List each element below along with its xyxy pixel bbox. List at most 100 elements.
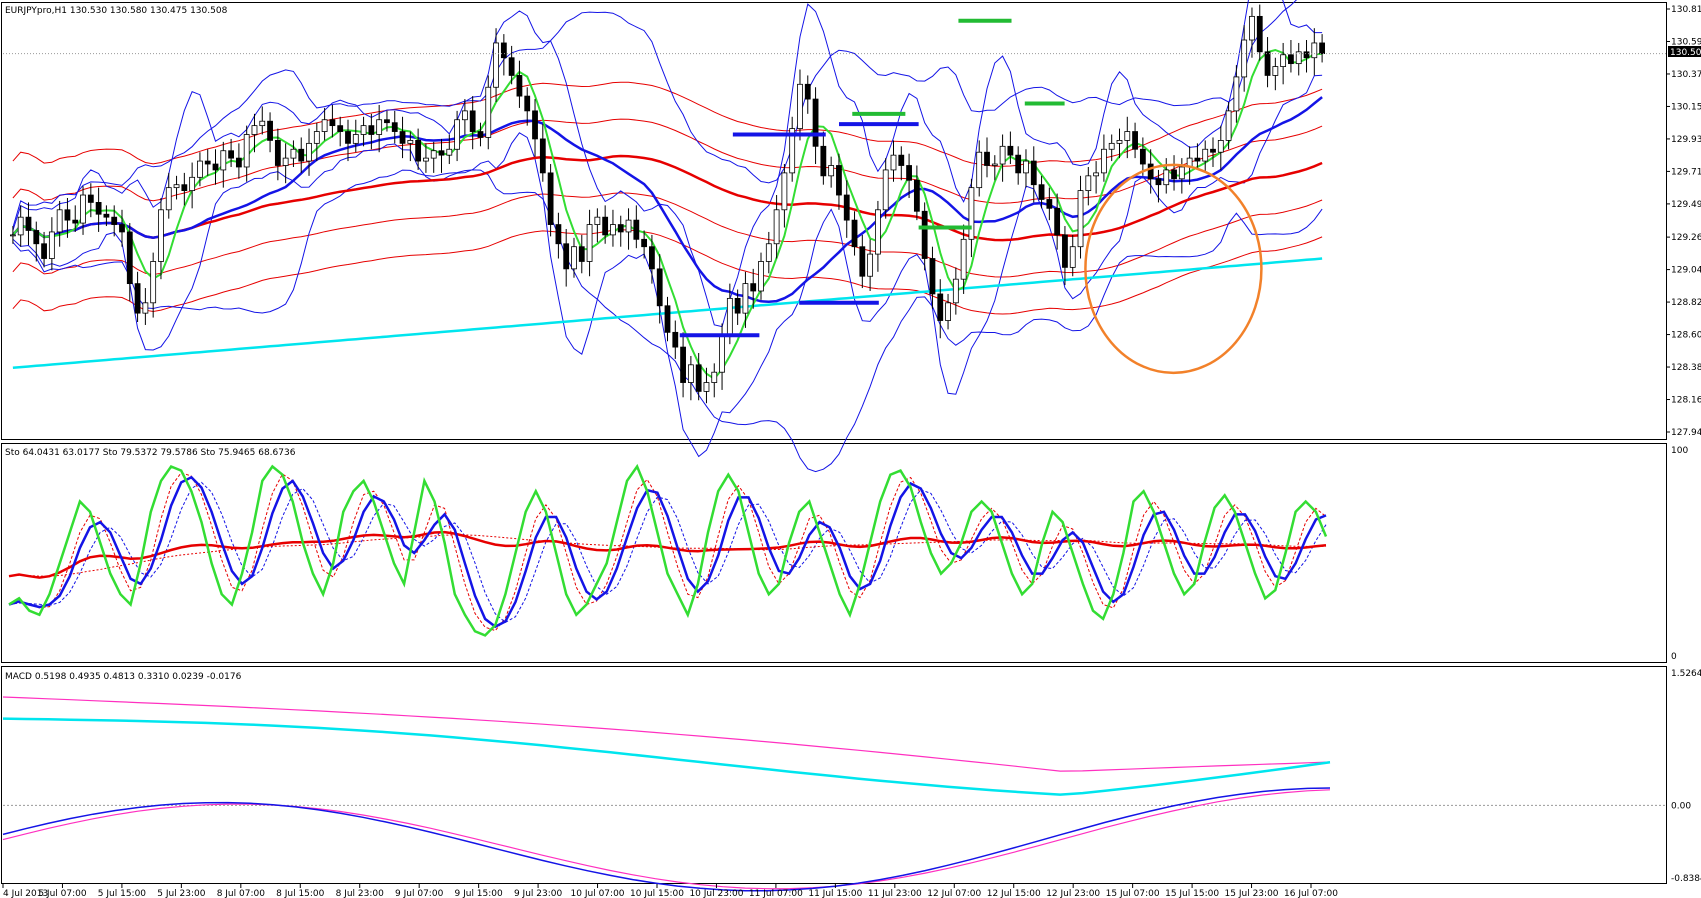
bearish-candle bbox=[937, 293, 944, 321]
bearish-candle bbox=[1210, 148, 1216, 153]
price-y-tick-label: 129.265 bbox=[1671, 233, 1701, 243]
x-tick-label: 12 Jul 07:00 bbox=[927, 889, 981, 898]
bearish-candle bbox=[672, 331, 679, 348]
price-panel-frame[interactable] bbox=[1, 2, 1667, 440]
bullish-candle bbox=[586, 224, 593, 262]
bearish-candle bbox=[906, 165, 912, 181]
bearish-candle bbox=[680, 346, 686, 383]
bullish-candle bbox=[485, 86, 492, 138]
macd-series-layer bbox=[2, 696, 1666, 892]
bearish-candle bbox=[578, 246, 585, 262]
x-tick-label: 5 Jul 23:00 bbox=[157, 889, 206, 898]
bearish-candle bbox=[1132, 131, 1138, 150]
bearish-candle bbox=[235, 157, 242, 168]
bearish-candle bbox=[477, 131, 484, 138]
bearish-candle bbox=[539, 138, 546, 174]
bullish-candle bbox=[165, 187, 172, 211]
bullish-candle bbox=[1225, 110, 1232, 141]
bearish-candle bbox=[1007, 145, 1014, 156]
bullish-candle bbox=[282, 157, 289, 166]
envelope-line bbox=[12, 118, 1323, 204]
bearish-candle bbox=[898, 154, 905, 166]
bearish-candle bbox=[524, 95, 531, 112]
bullish-candle bbox=[875, 209, 881, 255]
x-tick-label: 8 Jul 15:00 bbox=[276, 889, 325, 898]
bearish-candle bbox=[664, 305, 671, 333]
bullish-candle bbox=[703, 382, 710, 392]
bearish-candle bbox=[929, 258, 936, 295]
bearish-candle bbox=[415, 140, 422, 162]
bearish-candle bbox=[836, 165, 842, 196]
bearish-candle bbox=[337, 125, 344, 132]
bearish-candle bbox=[1194, 157, 1201, 162]
bullish-candle bbox=[945, 302, 951, 321]
bearish-candle bbox=[1147, 163, 1154, 180]
bullish-candle bbox=[313, 131, 320, 144]
bearish-candle bbox=[329, 119, 336, 127]
bearish-candle bbox=[913, 179, 920, 212]
bearish-candle bbox=[345, 131, 351, 144]
bullish-candle bbox=[789, 128, 796, 174]
bullish-candle bbox=[454, 119, 460, 150]
bearish-candle bbox=[25, 216, 32, 231]
bearish-candle bbox=[617, 224, 624, 233]
bullish-candle bbox=[360, 125, 367, 135]
price-y-tick-label: 127.945 bbox=[1671, 428, 1701, 438]
bearish-candle bbox=[391, 122, 398, 132]
bearish-candle bbox=[134, 283, 141, 314]
highlight-ellipse bbox=[1084, 163, 1263, 375]
bullish-candle bbox=[158, 209, 164, 262]
price-y-tick-label: 129.045 bbox=[1671, 266, 1701, 276]
bearish-candle bbox=[734, 297, 741, 314]
x-tick-label: 15 Jul 15:00 bbox=[1165, 889, 1219, 898]
bearish-candle bbox=[750, 283, 757, 292]
bullish-candle bbox=[625, 219, 632, 233]
bearish-candle bbox=[212, 163, 219, 171]
bullish-candle bbox=[960, 238, 967, 280]
bullish-candle bbox=[711, 371, 718, 383]
x-tick-label: 9 Jul 07:00 bbox=[395, 889, 444, 898]
envelope-line bbox=[12, 192, 1323, 278]
bullish-candle bbox=[321, 119, 328, 132]
bullish-candle bbox=[828, 165, 835, 177]
bullish-candle bbox=[423, 157, 429, 162]
bearish-candle bbox=[555, 224, 562, 245]
bearish-candle bbox=[508, 57, 515, 76]
bullish-candle bbox=[1233, 76, 1240, 112]
bullish-candle bbox=[17, 216, 24, 236]
x-tick-label: 16 Jul 07:00 bbox=[1284, 889, 1338, 898]
bollinger-band-line bbox=[12, 0, 1298, 228]
bearish-candle bbox=[812, 98, 819, 147]
x-tick-label: 9 Jul 15:00 bbox=[455, 889, 504, 898]
x-tick-label: 9 Jul 23:00 bbox=[514, 889, 563, 898]
bullish-candle bbox=[976, 151, 983, 189]
price-y-tick-label: 129.490 bbox=[1671, 200, 1701, 210]
x-tick-label: 4 Jul 2013 bbox=[3, 889, 48, 898]
bullish-candle bbox=[773, 209, 780, 245]
bullish-candle bbox=[1272, 66, 1279, 76]
bearish-candle bbox=[103, 213, 110, 218]
bullish-candle bbox=[9, 234, 16, 237]
bearish-candle bbox=[984, 151, 990, 166]
bullish-candle bbox=[991, 163, 998, 166]
bearish-candle bbox=[87, 194, 94, 203]
stochastic-panel-frame[interactable] bbox=[1, 443, 1667, 663]
x-tick-label: 15 Jul 23:00 bbox=[1225, 889, 1279, 898]
bearish-candle bbox=[1155, 178, 1162, 186]
bullish-candle bbox=[1280, 54, 1287, 67]
bullish-candle bbox=[726, 297, 733, 336]
bullish-candle bbox=[687, 364, 694, 383]
bearish-candle bbox=[384, 119, 390, 124]
x-tick-label: 11 Jul 07:00 bbox=[749, 889, 803, 898]
bearish-candle bbox=[1015, 154, 1022, 174]
stochastic-panel-header: Sto 64.0431 63.0177 Sto 79.5372 79.5786 … bbox=[5, 448, 296, 458]
bullish-candle bbox=[1202, 148, 1209, 162]
price-y-tick-label: 128.165 bbox=[1671, 396, 1701, 406]
bearish-candle bbox=[95, 202, 102, 215]
bearish-candle bbox=[298, 148, 305, 162]
x-tick-label: 11 Jul 15:00 bbox=[808, 889, 862, 898]
bearish-candle bbox=[119, 224, 125, 233]
bullish-candle bbox=[1085, 175, 1092, 192]
bullish-candle bbox=[1108, 142, 1115, 150]
